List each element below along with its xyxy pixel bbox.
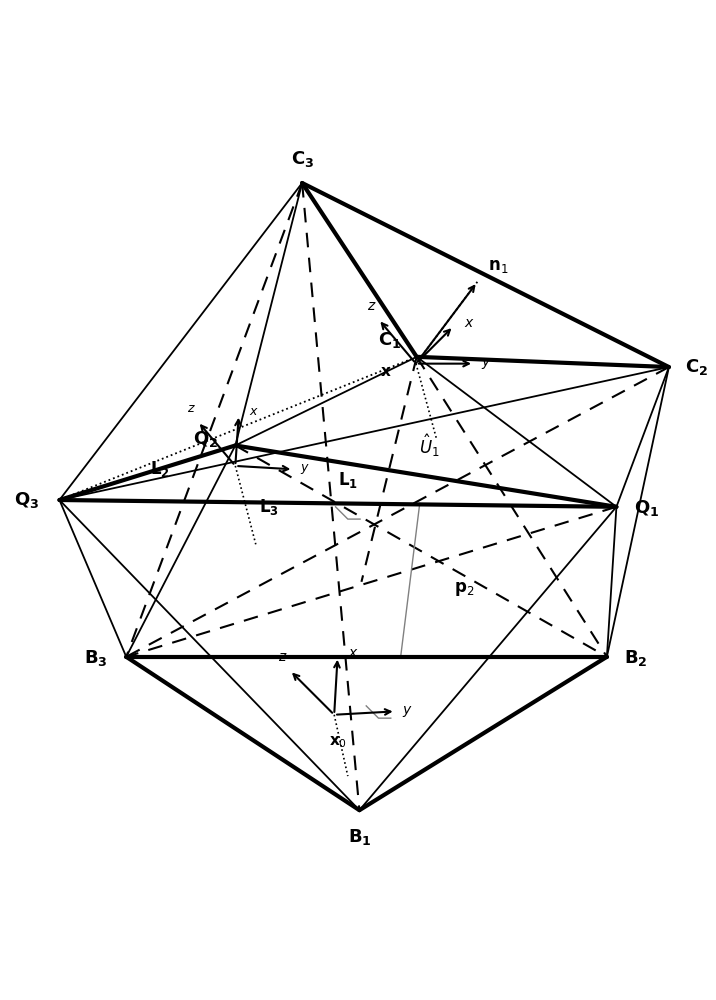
Text: $\mathbf{Q_3}$: $\mathbf{Q_3}$ [14, 490, 39, 510]
Text: $\mathbf{x}_0$: $\mathbf{x}_0$ [329, 734, 347, 750]
Text: $\mathbf{C_1}$: $\mathbf{C_1}$ [378, 330, 401, 350]
Text: $\mathbf{C_3}$: $\mathbf{C_3}$ [291, 149, 314, 169]
Text: $\hat{U}_1$: $\hat{U}_1$ [420, 432, 440, 459]
Text: $\mathbf{p}_2$: $\mathbf{p}_2$ [453, 580, 474, 598]
Text: $\mathbf{Q_1}$: $\mathbf{Q_1}$ [634, 498, 659, 518]
Text: $z$: $z$ [279, 650, 288, 664]
Text: $\mathbf{Q_2}$: $\mathbf{Q_2}$ [193, 429, 218, 449]
Text: $x$: $x$ [464, 316, 475, 330]
Text: $x$: $x$ [249, 405, 258, 418]
Text: $\mathbf{n}_1$: $\mathbf{n}_1$ [488, 257, 508, 275]
Text: $\mathbf{L_3}$: $\mathbf{L_3}$ [259, 497, 279, 517]
Text: $y$: $y$ [402, 704, 413, 719]
Text: $\mathbf{B_3}$: $\mathbf{B_3}$ [84, 648, 108, 668]
Text: $\mathbf{L_1}$: $\mathbf{L_1}$ [338, 470, 358, 490]
Text: $z$: $z$ [187, 402, 195, 415]
Text: $y$: $y$ [480, 356, 491, 371]
Text: $y$: $y$ [300, 462, 310, 476]
Text: $x$: $x$ [348, 646, 359, 660]
Text: $\mathbf{B_2}$: $\mathbf{B_2}$ [624, 648, 647, 668]
Text: $\mathbf{L_2}$: $\mathbf{L_2}$ [150, 459, 170, 479]
Text: $\mathbf{B_1}$: $\mathbf{B_1}$ [347, 827, 372, 847]
Text: $z$: $z$ [367, 299, 377, 313]
Text: $\mathbf{x}$: $\mathbf{x}$ [379, 364, 391, 379]
Text: $\mathbf{C_2}$: $\mathbf{C_2}$ [685, 357, 708, 377]
